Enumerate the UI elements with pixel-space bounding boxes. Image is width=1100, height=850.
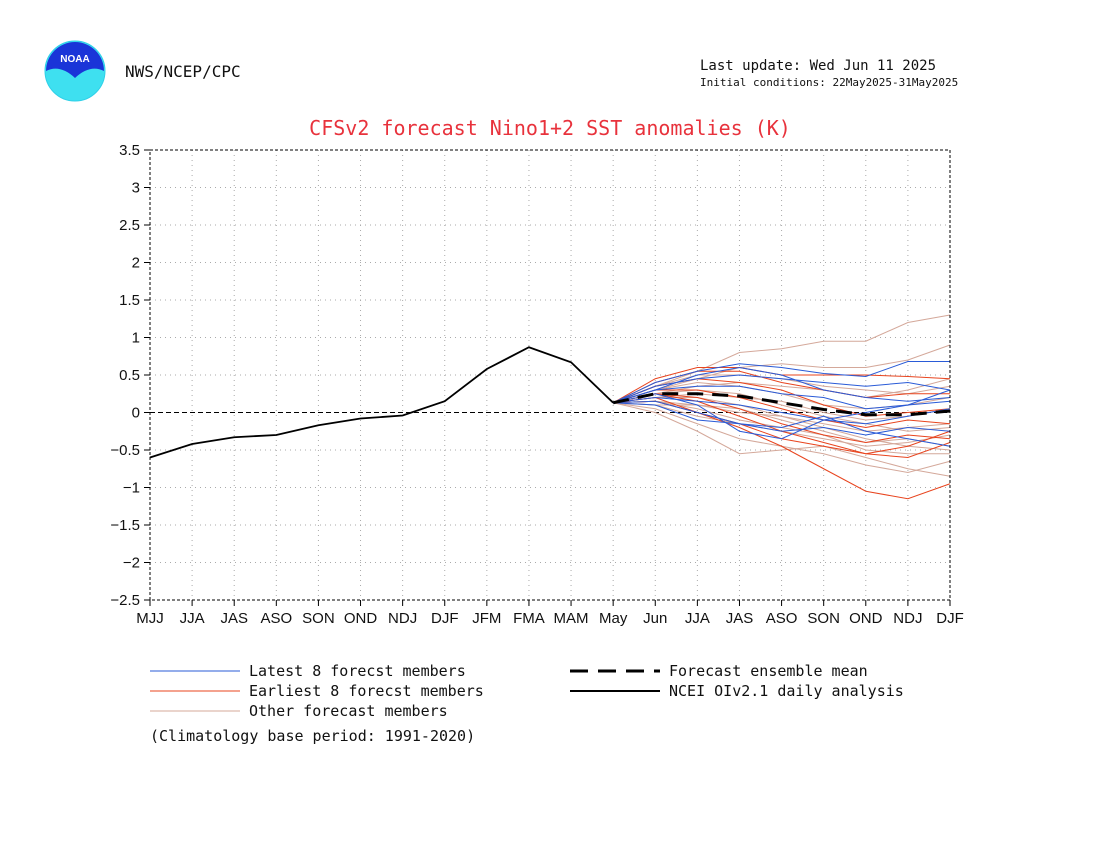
x-tick-labels: MJJ JJA JAS ASO SON OND NDJ DJF JFM FMA MAM May Jun J… xyxy=(136,600,964,627)
y-tick-label: 0.5 xyxy=(119,367,140,384)
member-line-other xyxy=(613,344,951,404)
x-tick-label: NDJ xyxy=(388,610,417,627)
noaa-logo-text: NOAA xyxy=(60,54,89,65)
y-tick-label: −0.5 xyxy=(110,442,140,459)
y-tick-label: 1 xyxy=(132,330,140,347)
x-tick-label: DJF xyxy=(936,610,964,627)
legend-latest: Latest 8 forecst members xyxy=(249,662,466,680)
x-tick-label: JFM xyxy=(472,610,501,627)
member-line-earliest xyxy=(613,389,951,429)
y-tick-label: 3 xyxy=(132,180,140,197)
y-tick-label: 3.5 xyxy=(119,142,140,159)
climatology-note: (Climatology base period: 1991-2020) xyxy=(150,727,475,745)
member-line-latest xyxy=(612,361,950,404)
y-tick-label: 1.5 xyxy=(119,292,140,309)
legend-mean: Forecast ensemble mean xyxy=(669,662,868,680)
x-tick-label: JAS xyxy=(220,610,248,627)
y-tick-label: 0 xyxy=(132,405,140,422)
y-tick-label: −2.5 xyxy=(110,592,140,609)
x-tick-label: NDJ xyxy=(893,610,922,627)
agency-label: NWS/NCEP/CPC xyxy=(125,62,241,81)
x-tick-label: SON xyxy=(807,610,840,627)
chart-title: CFSv2 forecast Nino1+2 SST anomalies (K) xyxy=(309,116,791,140)
member-line-latest xyxy=(613,385,951,410)
last-update: Last update: Wed Jun 11 2025 xyxy=(700,58,937,74)
x-tick-label: MJJ xyxy=(136,610,164,627)
member-line-latest xyxy=(613,396,951,425)
y-tick-label: 2.5 xyxy=(119,217,140,234)
x-tick-label: ASO xyxy=(766,610,798,627)
initial-conditions: Initial conditions: 22May2025-31May2025 xyxy=(700,76,959,89)
y-tick-label: −2 xyxy=(123,555,140,572)
x-tick-label: OND xyxy=(849,610,883,627)
member-line-latest xyxy=(613,366,951,404)
member-line-other xyxy=(613,402,951,477)
y-tick-label: −1 xyxy=(123,480,140,497)
x-tick-label: Jun xyxy=(643,610,667,627)
x-tick-label: OND xyxy=(344,610,378,627)
y-tick-label: −1.5 xyxy=(110,517,140,534)
legend-earliest: Earliest 8 forecst members xyxy=(249,682,484,700)
member-line-latest xyxy=(612,374,951,404)
x-tick-label: ASO xyxy=(260,610,292,627)
noaa-logo: NOAA xyxy=(44,40,106,102)
forecast-members xyxy=(612,314,951,500)
legend-analysis: NCEI OIv2.1 daily analysis xyxy=(669,682,904,700)
analysis-series xyxy=(149,346,614,459)
member-line-other xyxy=(613,402,951,447)
x-tick-label: JJA xyxy=(685,610,710,627)
x-tick-label: DJF xyxy=(431,610,459,627)
member-line-other xyxy=(612,314,951,404)
x-tick-label: SON xyxy=(302,610,335,627)
x-tick-label: JAS xyxy=(726,610,754,627)
analysis-line xyxy=(149,346,614,459)
x-tick-label: May xyxy=(599,610,628,627)
y-tick-labels: −2.5 −2 −1.5 −1 −0.5 0 0.5 1 1.5 2 2.5 3 3.5 xyxy=(110,142,150,609)
member-line-latest xyxy=(613,400,951,436)
member-line-latest xyxy=(613,402,951,447)
legend-other: Other forecast members xyxy=(249,702,448,720)
legend: Latest 8 forecst members Earliest 8 fore… xyxy=(150,662,904,745)
member-line-latest xyxy=(613,389,951,440)
x-tick-label: FMA xyxy=(513,610,545,627)
ensemble-mean-line xyxy=(612,392,951,417)
y-tick-label: 2 xyxy=(132,255,140,272)
x-tick-label: MAM xyxy=(554,610,589,627)
x-tick-label: JJA xyxy=(180,610,205,627)
ensemble-mean-series xyxy=(612,392,951,417)
